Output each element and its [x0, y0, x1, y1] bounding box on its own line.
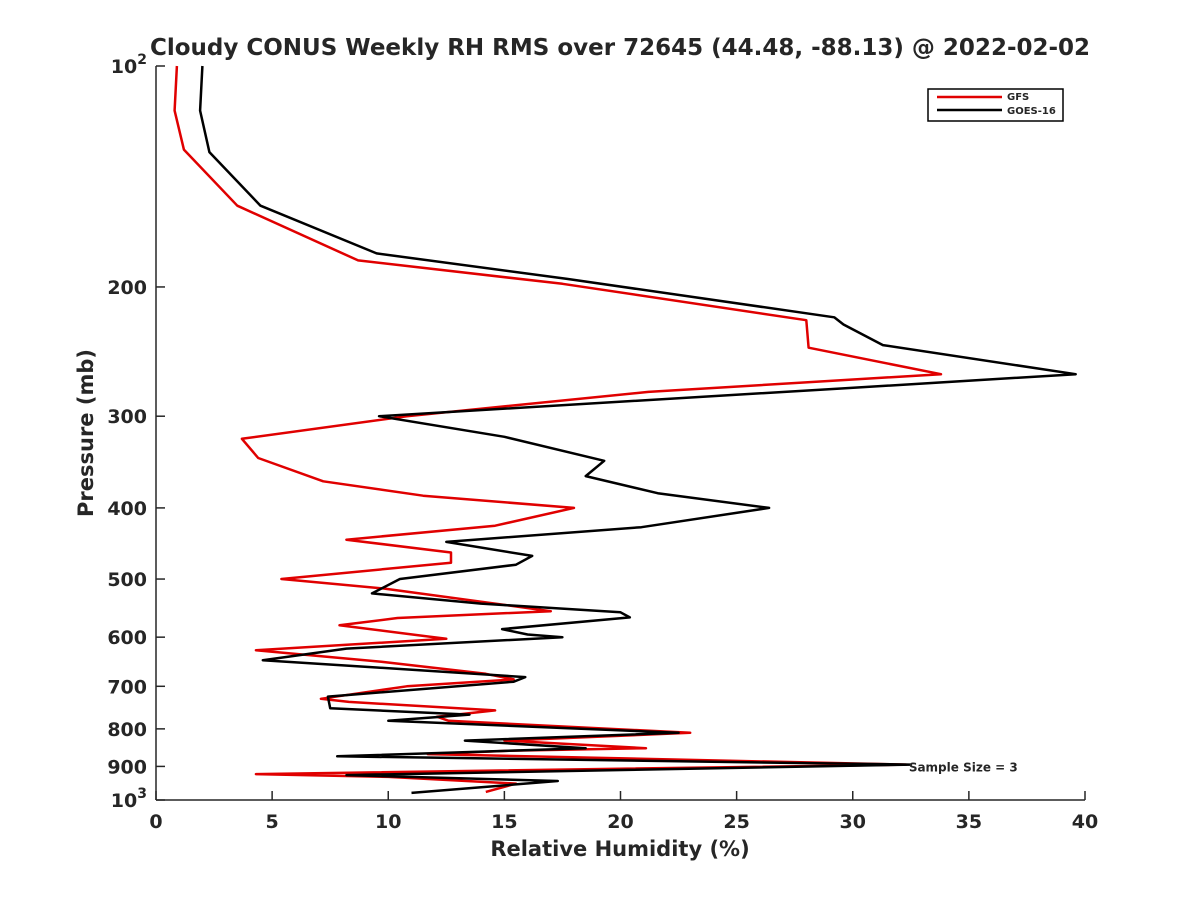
- x-axis-label: Relative Humidity (%): [490, 837, 749, 861]
- y-tick-label: 500: [107, 569, 147, 591]
- x-axis-ticks: 0 5 10 15 20 25 30 35 40: [149, 791, 1098, 833]
- x-tick-label: 40: [1072, 811, 1098, 833]
- y-axis-ticks: 102 200 300 400 500 600 700 800 900 103: [107, 52, 165, 812]
- y-tick-label: 102: [111, 52, 147, 78]
- y-tick-label: 400: [107, 498, 147, 520]
- series-line-goes-16: [198, 65, 1077, 795]
- y-tick-label: 300: [107, 406, 147, 428]
- y-tick-label: 600: [107, 627, 147, 649]
- chart-title: Cloudy CONUS Weekly RH RMS over 72645 (4…: [150, 35, 1090, 61]
- y-tick-label: 700: [107, 676, 147, 698]
- x-tick-label: 0: [149, 811, 162, 833]
- legend-label-gfs: GFS: [1007, 92, 1029, 103]
- series-line-gfs: [173, 65, 943, 794]
- legend: GFS GOES-16: [927, 88, 1064, 122]
- x-tick-label: 5: [266, 811, 279, 833]
- sample-size-annotation: Sample Size = 3: [909, 760, 1018, 774]
- y-tick-label: 200: [107, 277, 147, 299]
- x-tick-label: 15: [491, 811, 517, 833]
- x-tick-label: 30: [840, 811, 866, 833]
- plot-area: [155, 65, 1085, 801]
- x-tick-label: 25: [723, 811, 749, 833]
- y-tick-label: 900: [107, 756, 147, 778]
- x-tick-label: 20: [607, 811, 633, 833]
- legend-box: [927, 88, 1064, 122]
- legend-label-goes16: GOES-16: [1007, 106, 1056, 117]
- y-tick-label: 800: [107, 719, 147, 741]
- x-tick-label: 35: [956, 811, 982, 833]
- y-tick-label: 103: [111, 786, 147, 812]
- x-tick-label: 10: [375, 811, 401, 833]
- y-axis-label: Pressure (mb): [74, 349, 98, 517]
